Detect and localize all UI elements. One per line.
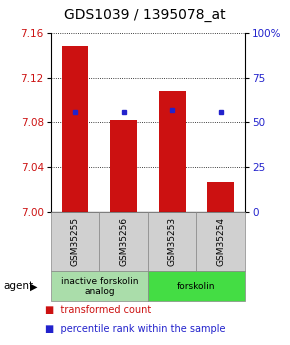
- Bar: [207, 182, 234, 212]
- Text: GDS1039 / 1395078_at: GDS1039 / 1395078_at: [64, 8, 226, 22]
- Bar: [148, 272, 245, 301]
- Bar: [51, 212, 99, 271]
- Text: GSM35255: GSM35255: [70, 217, 79, 266]
- Text: GSM35256: GSM35256: [119, 217, 128, 266]
- Text: ■  transformed count: ■ transformed count: [45, 305, 151, 315]
- Text: inactive forskolin
analog: inactive forskolin analog: [61, 277, 138, 296]
- Bar: [51, 272, 148, 301]
- Text: ▶: ▶: [30, 282, 37, 291]
- Text: GSM35254: GSM35254: [216, 217, 225, 266]
- Bar: [159, 91, 186, 212]
- Text: agent: agent: [3, 282, 33, 291]
- Text: forskolin: forskolin: [177, 282, 216, 291]
- Bar: [196, 212, 245, 271]
- Bar: [110, 120, 137, 212]
- Bar: [62, 46, 88, 212]
- Bar: [99, 212, 148, 271]
- Bar: [148, 212, 196, 271]
- Text: GSM35253: GSM35253: [168, 217, 177, 266]
- Text: ■  percentile rank within the sample: ■ percentile rank within the sample: [45, 324, 225, 334]
